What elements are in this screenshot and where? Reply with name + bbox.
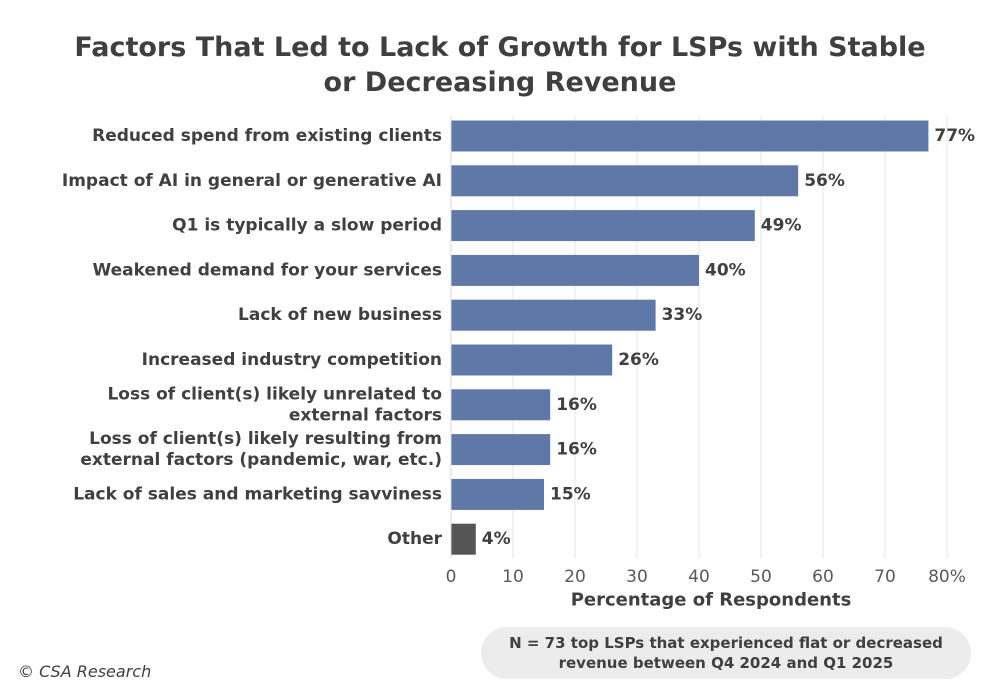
x-axis-title: Percentage of Respondents xyxy=(571,590,852,611)
bar xyxy=(451,254,699,286)
category-label: Loss of client(s) likely unrelated to xyxy=(107,384,442,404)
category-label: Lack of new business xyxy=(238,305,442,325)
sample-size-note: N = 73 top LSPs that experienced flat or… xyxy=(481,627,971,679)
category-label: Other xyxy=(387,529,442,549)
category-label: Q1 is typically a slow period xyxy=(172,216,442,236)
category-label: Reduced spend from existing clients xyxy=(92,126,442,146)
x-tick-label: 10 xyxy=(502,567,524,587)
category-label: external factors xyxy=(289,405,442,425)
x-tick-label: 40 xyxy=(688,567,710,587)
category-label: Loss of client(s) likely resulting from xyxy=(89,429,442,449)
category-label: Increased industry competition xyxy=(142,350,442,370)
sample-size-note-line-1: N = 73 top LSPs that experienced flat or… xyxy=(509,634,943,652)
value-label: 77% xyxy=(934,126,975,146)
bar xyxy=(451,389,551,421)
x-tick-label: 0 xyxy=(446,567,457,587)
value-label: 33% xyxy=(662,305,703,325)
x-tick-label: 30 xyxy=(626,567,648,587)
value-label: 4% xyxy=(482,529,511,549)
x-tick-label: 60 xyxy=(812,567,834,587)
x-tick-label: 80% xyxy=(928,567,966,587)
value-label: 49% xyxy=(761,216,802,236)
chart-title-line-1: Factors That Led to Lack of Growth for L… xyxy=(74,32,926,63)
bar xyxy=(451,434,551,466)
copyright-text: © CSA Research xyxy=(18,662,152,681)
value-label: 26% xyxy=(618,350,659,370)
bar xyxy=(451,165,799,197)
category-label: Impact of AI in general or generative AI xyxy=(62,171,442,191)
bar xyxy=(451,523,476,555)
value-label: 15% xyxy=(550,484,591,504)
bar xyxy=(451,299,656,331)
x-tick-label: 50 xyxy=(750,567,772,587)
bar xyxy=(451,478,544,510)
value-label: 16% xyxy=(556,440,597,460)
bar xyxy=(451,120,929,152)
bar xyxy=(451,344,613,376)
value-label: 40% xyxy=(705,260,746,280)
value-label: 56% xyxy=(804,171,845,191)
chart-title-line-2: or Decreasing Revenue xyxy=(323,67,677,98)
sample-size-note-line-2: revenue between Q4 2024 and Q1 2025 xyxy=(558,654,894,672)
value-label: 16% xyxy=(556,395,597,415)
x-tick-label: 70 xyxy=(874,567,896,587)
chart-title: Factors That Led to Lack of Growth for L… xyxy=(0,30,1000,100)
category-label: external factors (pandemic, war, etc.) xyxy=(80,450,442,470)
x-tick-label: 20 xyxy=(564,567,586,587)
category-label: Weakened demand for your services xyxy=(92,260,442,280)
bar xyxy=(451,210,755,242)
category-label: Lack of sales and marketing savviness xyxy=(73,484,442,504)
